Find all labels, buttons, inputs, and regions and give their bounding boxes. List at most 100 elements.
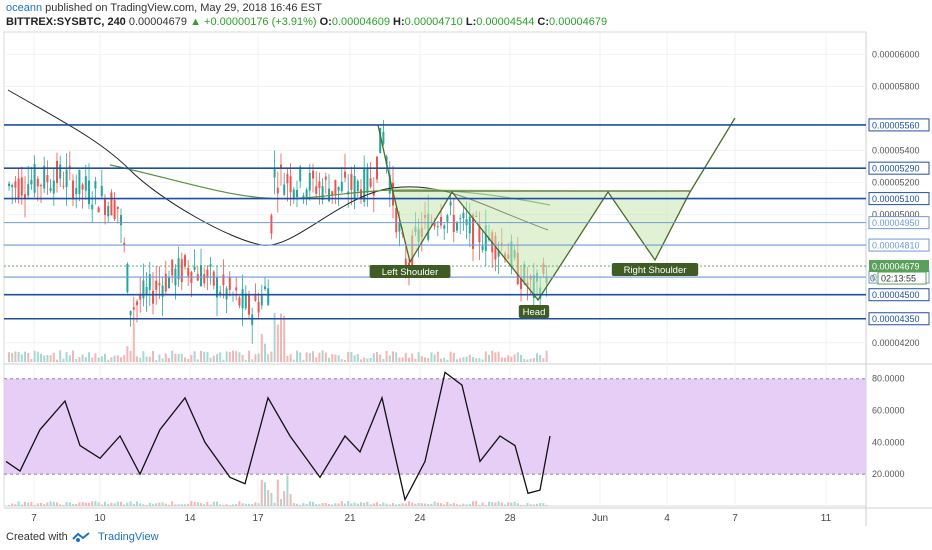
rsi-volume-bar: [8, 504, 10, 506]
volume-bar: [241, 354, 244, 362]
rsi-volume-bar: [475, 501, 478, 506]
rsi-tick-label: 60.0000: [872, 406, 905, 416]
price-tick-label: 0.00005200: [872, 178, 920, 188]
rsi-tick-label: 20.0000: [872, 469, 905, 479]
rsi-volume-bar: [443, 504, 446, 506]
volume-bar: [433, 354, 436, 362]
candle-body: [385, 156, 388, 165]
rsi-volume-bar: [344, 503, 346, 506]
rsi-volume-bar: [75, 503, 78, 506]
volume-bar: [510, 356, 513, 362]
candle-body: [363, 167, 366, 202]
rsi-volume-bar: [385, 503, 388, 506]
rsi-volume-bar: [24, 501, 26, 506]
rsi-volume-bar: [372, 503, 375, 506]
rsi-volume-bar: [62, 504, 65, 506]
rsi-volume-bar: [107, 503, 110, 506]
rsi-volume-bar: [110, 502, 113, 506]
candle-body: [366, 167, 369, 193]
rsi-volume-bar: [11, 503, 14, 506]
rsi-volume-bar: [510, 502, 513, 506]
candle-body: [334, 180, 337, 195]
rsi-volume-bar: [337, 503, 340, 506]
candle-body: [24, 194, 26, 199]
rsi-volume-bar: [100, 504, 103, 506]
footer: Created with TradingView: [0, 526, 932, 550]
volume-bar: [158, 354, 161, 362]
rsi-volume-bar: [171, 501, 174, 506]
volume-bar: [232, 350, 234, 362]
volume-bar: [536, 353, 538, 362]
candle-body: [462, 212, 465, 219]
chart-header: oceann published on TradingView.com, May…: [0, 0, 932, 30]
candle-body: [369, 178, 372, 187]
rsi-volume-bar: [190, 501, 193, 506]
candle-body: [356, 181, 359, 192]
candle-body: [107, 206, 110, 217]
candle-body: [350, 173, 353, 190]
candle-body: [446, 215, 449, 222]
rsi-volume-bar: [84, 502, 87, 506]
rsi-line: [5, 371, 551, 502]
volume-bar: [84, 357, 87, 362]
rsi-volume-bar: [379, 504, 382, 506]
author-link[interactable]: oceann: [6, 2, 43, 14]
candle-body: [104, 199, 106, 216]
rsi-volume-bar: [433, 501, 436, 506]
volume-bar: [350, 351, 353, 362]
volume-bar: [545, 350, 548, 362]
rsi-volume-bar: [270, 492, 273, 506]
volume-bar: [68, 355, 71, 362]
candle-body: [17, 178, 20, 199]
volume-bar: [276, 324, 279, 362]
rsi-volume-bar: [203, 504, 206, 506]
rsi-volume-bar: [305, 503, 308, 506]
volume-bar: [299, 352, 302, 362]
volume-bar: [302, 359, 305, 362]
rsi-volume-bar: [456, 504, 458, 506]
volume-bar: [264, 343, 266, 362]
change-value: +0.00000176 (+3.91%): [204, 16, 317, 28]
annotation-label: Right Shoulder: [624, 265, 687, 276]
volume-bar: [283, 315, 286, 362]
head-and-shoulders-pattern: [377, 117, 736, 302]
rsi-volume-bar: [187, 503, 190, 506]
tradingview-logo-icon: [72, 532, 90, 542]
candle-body: [286, 174, 289, 184]
rsi-volume-bar: [446, 501, 449, 506]
candle-body: [228, 277, 231, 291]
volume-bar: [516, 352, 519, 362]
volume-bar: [414, 358, 417, 362]
volume-bar: [136, 356, 138, 362]
rsi-volume-bar: [347, 501, 350, 506]
volume-bar: [424, 357, 426, 362]
rsi-volume-bar: [430, 503, 433, 506]
volume-bar: [360, 359, 362, 362]
candle-body: [324, 176, 327, 180]
price-tick-label: 0.00005400: [872, 146, 920, 156]
volume-bar: [27, 352, 30, 362]
volume-bar: [110, 357, 113, 362]
volume-bar: [337, 355, 340, 362]
rsi-volume-bar: [232, 504, 234, 506]
price-tick-label: 0.00005000: [872, 210, 920, 220]
tradingview-brand-link[interactable]: TradingView: [98, 531, 159, 543]
volume-bar: [132, 324, 135, 362]
volume-bar: [168, 358, 170, 362]
rsi-volume-bar: [513, 501, 516, 506]
rsi-volume-bar: [104, 501, 106, 506]
volume-bar: [312, 351, 314, 362]
chart-area[interactable]: 0.00006000 0.00005800 0.00005400 0.00005200…: [0, 0, 932, 526]
volume-bar: [308, 353, 311, 362]
candle-body: [43, 165, 46, 189]
candle-body: [94, 181, 97, 189]
rsi-volume-bar: [216, 501, 218, 506]
close-label: C:: [537, 16, 550, 28]
volume-bar: [222, 359, 225, 362]
rsi-volume-bar: [408, 501, 410, 506]
level-label-box: [868, 161, 930, 175]
candle-body: [241, 289, 244, 309]
candle-body: [257, 301, 260, 313]
volume-bar: [385, 351, 388, 362]
rsi-volume-bar: [46, 502, 49, 506]
